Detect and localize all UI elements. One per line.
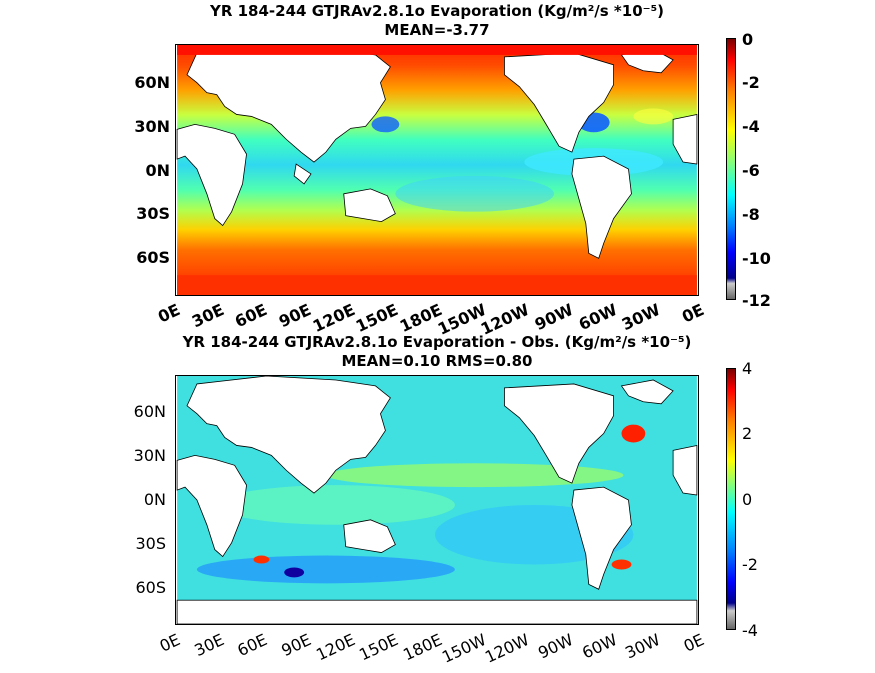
panel1-colorbar-tick: -10 — [742, 249, 771, 268]
panel1-mean: MEAN=-3.77 — [384, 21, 490, 39]
panel1-map — [175, 44, 699, 296]
panel1-title: YR 184-244 GTJRAv2.8.1o Evaporation (Kg/… — [209, 2, 664, 20]
panel2-colorbar — [726, 368, 736, 630]
panel1-lat-label: 0N — [145, 161, 170, 180]
panel1-colorbar-tick: -6 — [742, 161, 760, 180]
panel1-lat-label: 60S — [136, 248, 170, 267]
panel2-lat-label: 30N — [133, 446, 166, 465]
panel2-map — [175, 375, 699, 625]
panel1-colorbar-tick: -2 — [742, 73, 760, 92]
panel1-colorbar-tick: -4 — [742, 117, 760, 136]
panel2-title: YR 184-244 GTJRAv2.8.1o Evaporation - Ob… — [182, 333, 692, 351]
panel2-colorbar-tick: -4 — [742, 621, 758, 640]
panel1-lat-label: 60N — [134, 73, 170, 92]
panel2-colorbar-tick: 4 — [742, 359, 753, 378]
panel1-colorbar-tick: -12 — [742, 291, 771, 310]
panel2-colorbar-tick: 2 — [742, 424, 753, 443]
panel2-lat-label: 60S — [135, 578, 166, 597]
panel1-colorbar-tick: -8 — [742, 205, 760, 224]
panel2-colorbar-tick: -2 — [742, 555, 758, 574]
panel1-lat-label: 30N — [134, 117, 170, 136]
panel1-colorbar — [726, 38, 736, 300]
panel1-colorbar-tick: 0 — [742, 30, 754, 49]
panel2-colorbar-tick: 0 — [742, 490, 753, 509]
panel2-lat-label: 0N — [143, 490, 166, 509]
panel2-lat-label: 30S — [135, 534, 166, 553]
panel2-lat-label: 60N — [133, 402, 166, 421]
panel1-lat-label: 30S — [136, 204, 170, 223]
panel2-stats: MEAN=0.10 RMS=0.80 — [341, 352, 533, 370]
